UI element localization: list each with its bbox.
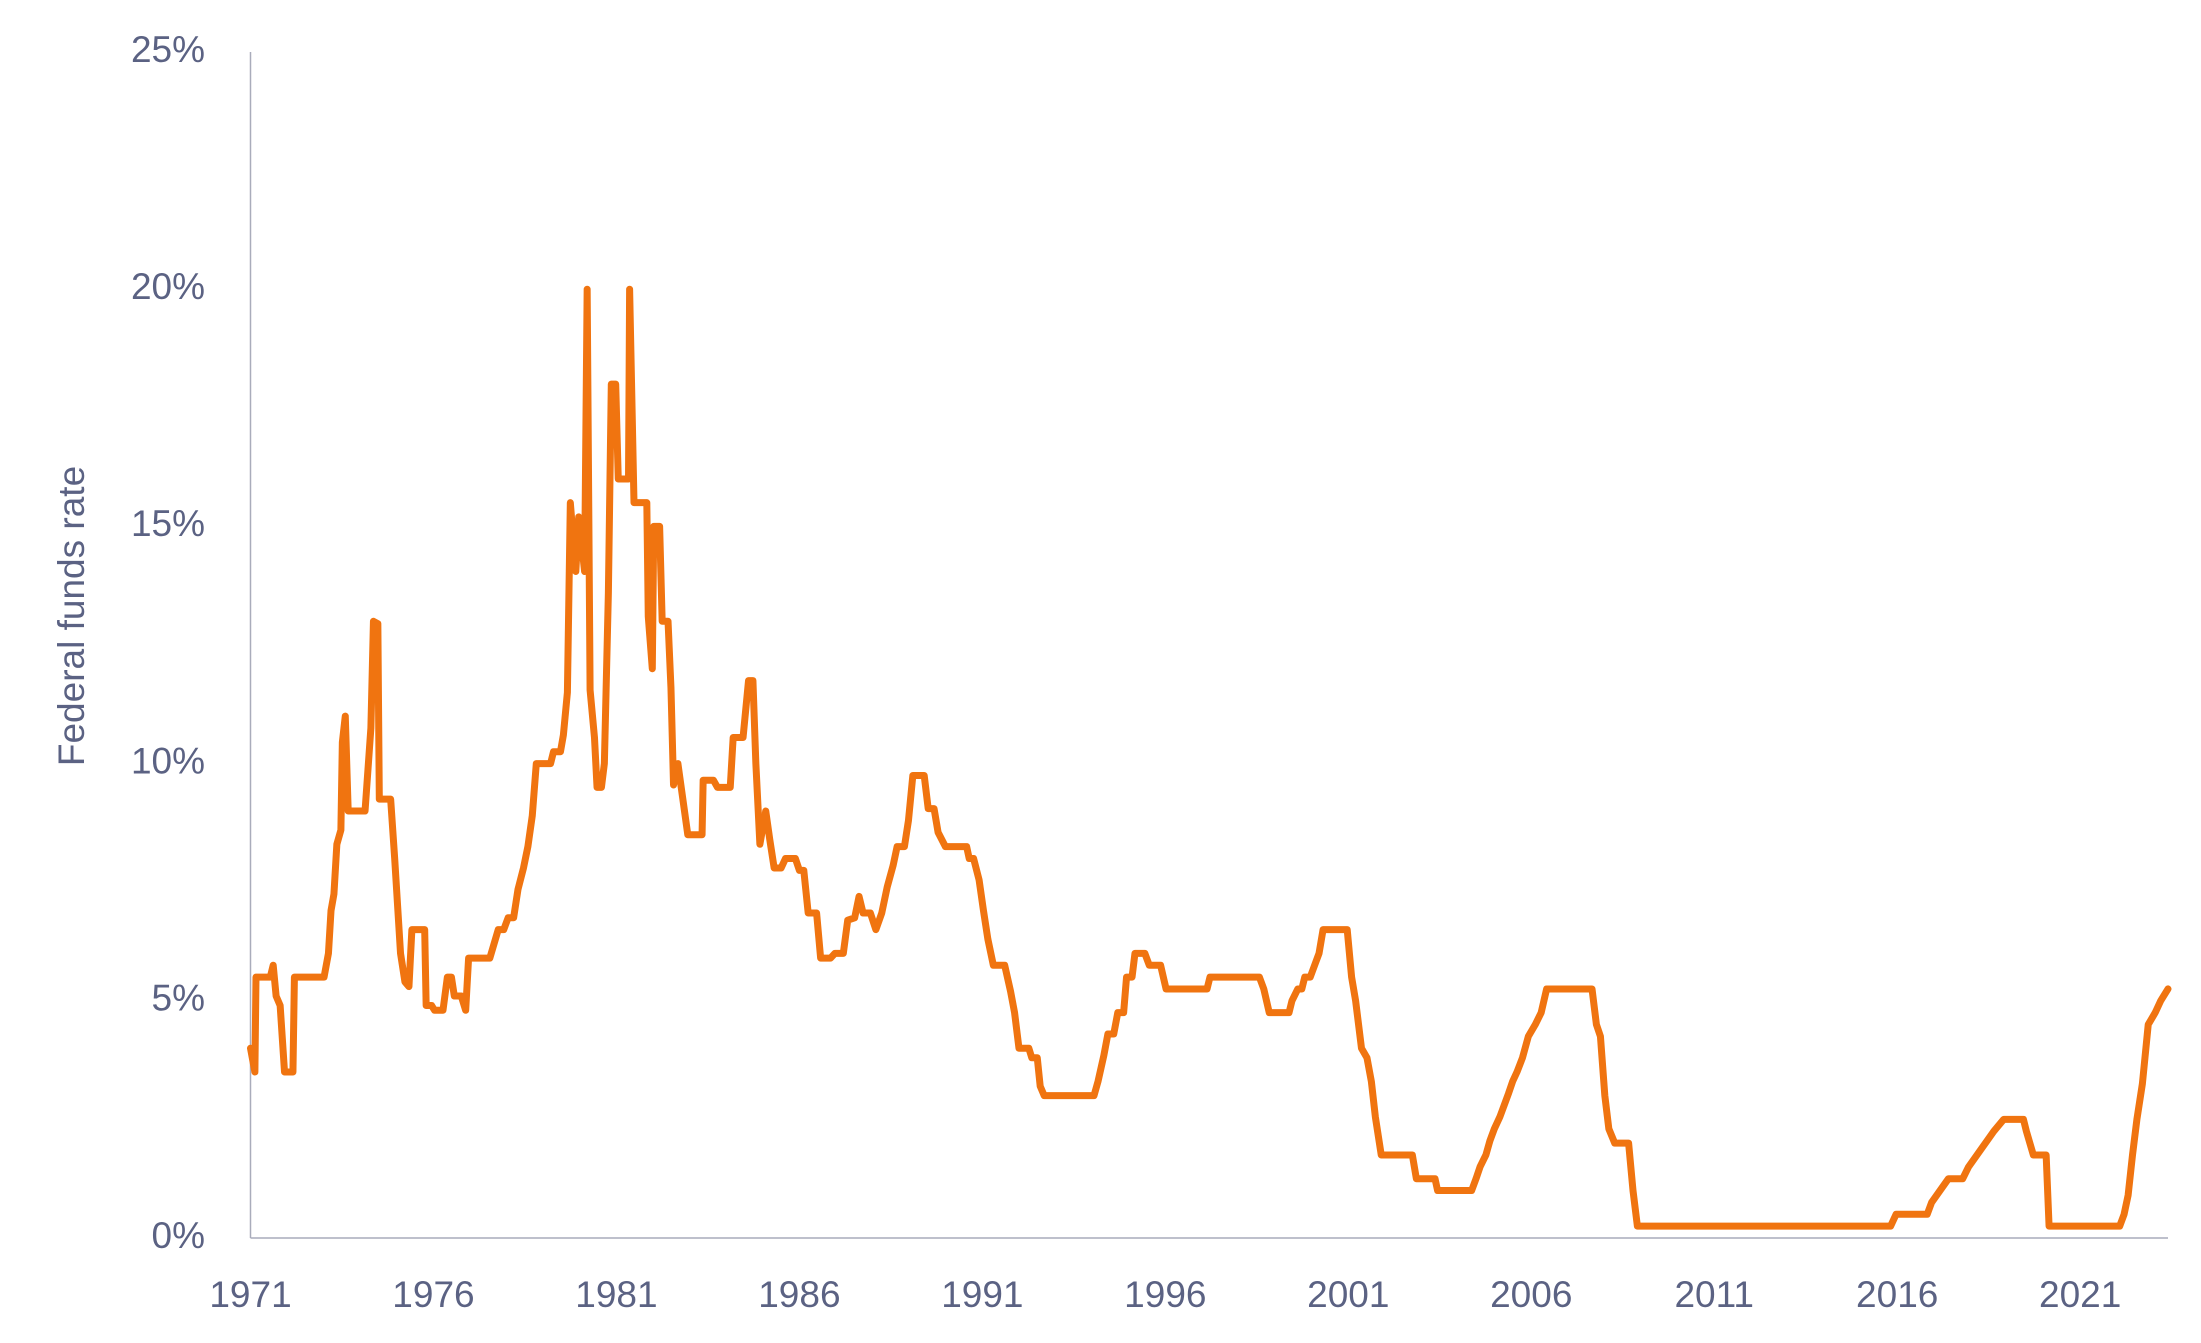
y-tick-label: 25% <box>131 29 205 70</box>
x-tick-label: 2006 <box>1490 1274 1572 1315</box>
x-tick-label: 1971 <box>209 1274 291 1315</box>
y-tick-label: 20% <box>131 266 205 307</box>
y-axis-title: Federal funds rate <box>51 466 92 766</box>
x-tick-label: 1986 <box>758 1274 840 1315</box>
x-tick-label: 1976 <box>392 1274 474 1315</box>
x-tick-label: 2021 <box>2039 1274 2121 1315</box>
x-tick-label: 2016 <box>1856 1274 1938 1315</box>
y-tick-label: 15% <box>131 503 205 544</box>
y-tick-label: 0% <box>152 1215 205 1256</box>
x-tick-label: 2011 <box>1674 1274 1754 1315</box>
data-line <box>247 285 2172 1230</box>
x-tick-label: 1981 <box>575 1274 657 1315</box>
y-tick-label: 5% <box>152 978 205 1019</box>
x-tick-label: 2001 <box>1307 1274 1389 1315</box>
x-tick-label: 1996 <box>1124 1274 1206 1315</box>
x-tick-label: 1991 <box>941 1274 1023 1315</box>
y-tick-label: 10% <box>131 740 205 781</box>
